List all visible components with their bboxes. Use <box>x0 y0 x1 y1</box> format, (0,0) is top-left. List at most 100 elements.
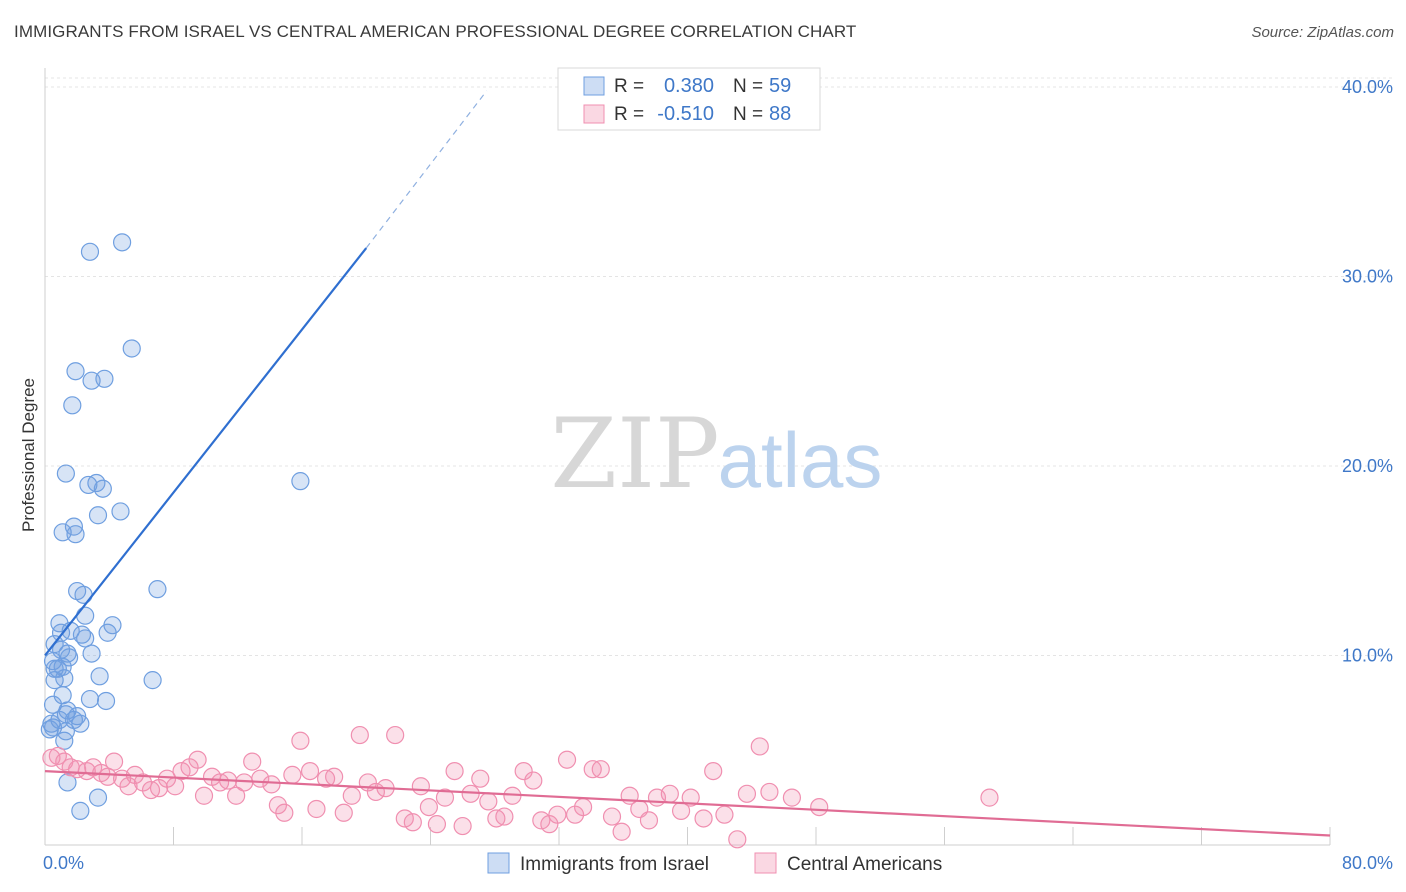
central-american-point-70 <box>612 822 631 841</box>
central-american-point-57 <box>495 807 514 826</box>
legend-swatch-0 <box>487 852 510 874</box>
central-american-point-83 <box>750 737 769 756</box>
central-american-point-27 <box>243 752 262 771</box>
central-american-point-63 <box>548 805 567 824</box>
central-american-point-82 <box>737 784 757 803</box>
israel-point-12 <box>88 506 108 525</box>
israel-point-16 <box>291 472 310 491</box>
israel-point-13 <box>64 517 84 536</box>
stats-n-value-0: 59 <box>769 75 791 97</box>
stats-n-label-0: N = <box>733 76 763 97</box>
central-american-point-55 <box>479 792 498 811</box>
legend-label-0: Immigrants from Israel <box>520 854 709 875</box>
y-axis-label: Professional Degree <box>19 378 38 532</box>
israel-trend-extension <box>365 90 488 249</box>
israel-point-1 <box>112 233 132 252</box>
central-american-point-52 <box>453 816 472 836</box>
israel-point-4 <box>95 369 114 388</box>
stats-legend: R = 0.380 N = 59 R = -0.510 N = 88 <box>557 67 821 131</box>
israel-point-10 <box>93 479 112 498</box>
israel-point-55 <box>88 788 108 807</box>
y-tick-label-40: 40.0% <box>1342 77 1393 97</box>
central-american-point-32 <box>283 765 302 784</box>
grid-lines <box>45 77 1392 656</box>
central-american-point-78 <box>694 809 713 828</box>
stats-r-label-0: R = <box>614 76 644 97</box>
central-american-point-17 <box>166 777 185 796</box>
israel-point-11 <box>111 502 130 521</box>
stats-legend-box <box>557 67 821 131</box>
israel-point-53 <box>40 720 59 739</box>
central-american-point-38 <box>334 803 353 822</box>
central-american-point-39 <box>342 786 361 805</box>
series-legend: Immigrants from Israel Central Americans <box>487 852 942 875</box>
israel-point-57 <box>58 773 77 792</box>
israel-point-17 <box>148 580 167 599</box>
x-tick-label-max: 80.0% <box>1342 853 1393 873</box>
central-american-point-80 <box>715 805 734 824</box>
central-american-point-44 <box>386 725 405 745</box>
central-american-point-34 <box>300 761 320 781</box>
central-american-point-33 <box>291 731 310 750</box>
stats-n-label-1: N = <box>733 104 763 125</box>
central-american-point-87 <box>980 788 999 807</box>
central-american-point-29 <box>262 775 281 794</box>
stats-r-label-1: R = <box>614 104 644 125</box>
israel-point-37 <box>90 667 109 686</box>
central-american-point-48 <box>419 797 438 817</box>
central-american-point-77 <box>681 788 700 807</box>
central-american-point-46 <box>403 813 422 832</box>
central-american-point-11 <box>119 777 138 796</box>
central-american-point-47 <box>411 777 430 796</box>
stats-n-value-1: 88 <box>769 103 791 125</box>
israel-point-43 <box>96 691 116 711</box>
y-tick-label-10: 10.0% <box>1342 645 1393 665</box>
legend-label-1: Central Americans <box>787 854 942 875</box>
central-american-point-30 <box>268 796 288 815</box>
israel-trend-line <box>44 247 368 657</box>
x-tick-label-min: 0.0% <box>43 853 84 873</box>
central-american-point-25 <box>227 786 246 805</box>
central-american-point-81 <box>728 830 747 849</box>
source-label: Source: ZipAtlas.com <box>1251 24 1394 41</box>
central-american-point-60 <box>524 771 543 790</box>
legend-swatch-1 <box>754 852 777 874</box>
series-central-americans <box>42 725 999 849</box>
central-american-point-35 <box>307 799 326 819</box>
stats-r-value-1: -0.510 <box>657 103 714 125</box>
central-american-point-8 <box>98 767 117 786</box>
central-american-point-37 <box>325 767 344 786</box>
central-american-point-73 <box>639 811 659 830</box>
central-american-point-20 <box>188 750 207 769</box>
watermark-zip: ZIP <box>550 398 719 510</box>
chart-title: IMMIGRANTS FROM ISRAEL VS CENTRAL AMERIC… <box>14 22 857 41</box>
israel-point-56 <box>71 801 90 820</box>
central-american-point-69 <box>602 807 622 826</box>
israel-point-31 <box>82 644 101 663</box>
central-american-point-66 <box>573 797 593 817</box>
central-american-point-21 <box>194 786 214 805</box>
central-american-point-64 <box>557 750 577 769</box>
israel-point-26 <box>76 629 95 648</box>
central-american-point-51 <box>445 761 464 781</box>
central-american-point-75 <box>660 784 679 803</box>
israel-point-2 <box>66 362 85 381</box>
y-tick-labels: 10.0% 20.0% 30.0% 40.0% <box>1342 77 1393 666</box>
watermark-atlas: atlas <box>718 416 883 504</box>
stats-swatch-1 <box>583 104 605 124</box>
israel-point-6 <box>63 396 82 415</box>
israel-point-58 <box>55 731 74 750</box>
israel-point-51 <box>71 714 90 733</box>
trend-lines <box>44 90 1331 837</box>
central-american-point-79 <box>704 761 723 781</box>
x-tick-labels: 0.0% 80.0% <box>43 853 1393 873</box>
y-tick-label-20: 20.0% <box>1342 456 1393 476</box>
stats-swatch-0 <box>583 76 605 96</box>
y-tick-label-30: 30.0% <box>1342 266 1393 286</box>
stats-r-value-0: 0.380 <box>664 75 714 97</box>
israel-point-54 <box>56 722 75 741</box>
central-american-point-40 <box>350 725 369 745</box>
central-american-point-68 <box>591 760 610 779</box>
central-american-point-59 <box>514 761 533 781</box>
